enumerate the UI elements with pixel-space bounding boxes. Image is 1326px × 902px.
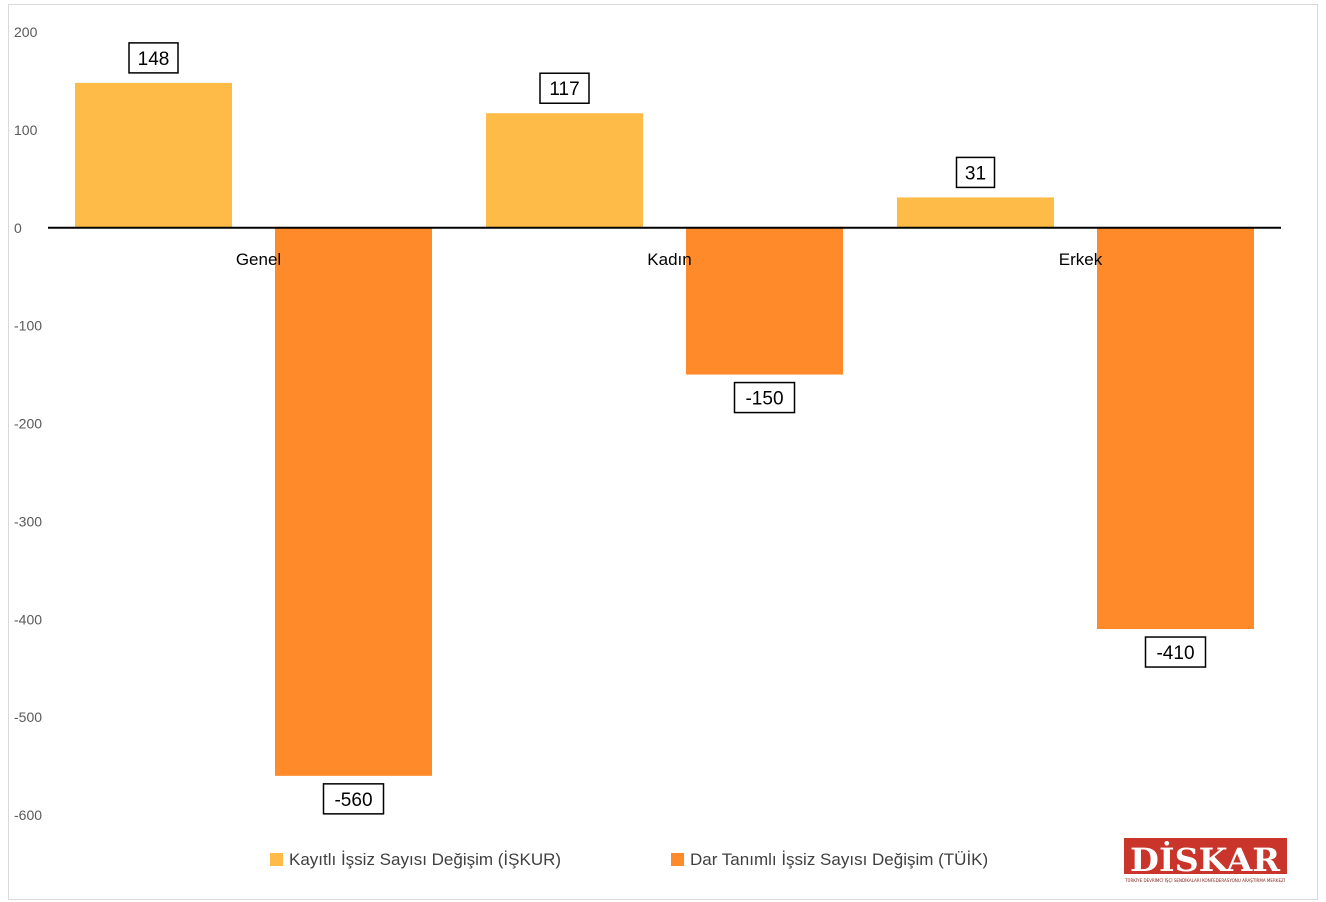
data-label: -560 xyxy=(334,790,372,811)
bar-iskur-2 xyxy=(897,197,1054,228)
data-label-box xyxy=(322,783,385,815)
bar-iskur-0 xyxy=(75,82,232,228)
legend: Kayıtlı İşsiz Sayısı Değişim (İŞKUR) Dar … xyxy=(270,850,988,869)
category-label: Genel xyxy=(236,250,281,269)
y-tick-label: -200 xyxy=(14,416,42,432)
logo-background xyxy=(1124,838,1287,874)
y-tick-label: -100 xyxy=(14,318,42,334)
data-label: 148 xyxy=(138,49,170,70)
y-axis-ticks: 200 100 0 -100 -200 -300 -400 -500 -600 xyxy=(14,24,42,823)
y-tick-label: 0 xyxy=(14,220,22,236)
y-tick-label: 200 xyxy=(14,24,38,40)
y-tick-label: -600 xyxy=(14,807,42,823)
y-tick-label: -500 xyxy=(14,709,42,725)
y-tick-label: -400 xyxy=(14,611,42,627)
data-label-box xyxy=(1144,636,1207,668)
data-label: 117 xyxy=(549,79,579,100)
data-label: -150 xyxy=(745,389,783,410)
diskar-logo: DİSKAR TÜRKİYE DEVRİMCİ İŞÇİ SENDİKALARI… xyxy=(1124,838,1287,884)
legend-label: Dar Tanımlı İşsiz Sayısı Değişim (TÜİK) xyxy=(690,850,988,869)
logo-tagline-strip xyxy=(1124,876,1287,884)
data-label-box xyxy=(955,156,996,189)
data-label-box xyxy=(733,381,796,414)
bar-iskur-1 xyxy=(486,113,643,228)
y-tick-label: 100 xyxy=(14,122,38,138)
bar-tuik-2 xyxy=(1097,227,1254,630)
bars xyxy=(75,82,1254,776)
category-label: Erkek xyxy=(1059,250,1103,269)
category-labels: Genel Kadın Erkek xyxy=(236,250,1103,269)
logo-tagline: TÜRKİYE DEVRİMCİ İŞÇİ SENDİKALARI KONFED… xyxy=(1124,878,1285,883)
legend-swatch xyxy=(671,853,684,866)
data-label-box xyxy=(539,72,590,104)
logo-text: DİSKAR xyxy=(1130,841,1280,879)
bar-tuik-1 xyxy=(686,227,843,375)
data-label-box xyxy=(128,42,179,74)
bar-tuik-0 xyxy=(275,227,432,776)
legend-swatch xyxy=(270,853,283,866)
category-label: Kadın xyxy=(647,250,691,269)
legend-label: Kayıtlı İşsiz Sayısı Değişim (İŞKUR) xyxy=(289,850,561,869)
y-tick-label: -300 xyxy=(14,513,42,529)
data-labels: 148 -560 117 -150 31 -410 xyxy=(128,42,1207,815)
data-label: 31 xyxy=(965,163,986,184)
data-label: -410 xyxy=(1156,643,1194,664)
